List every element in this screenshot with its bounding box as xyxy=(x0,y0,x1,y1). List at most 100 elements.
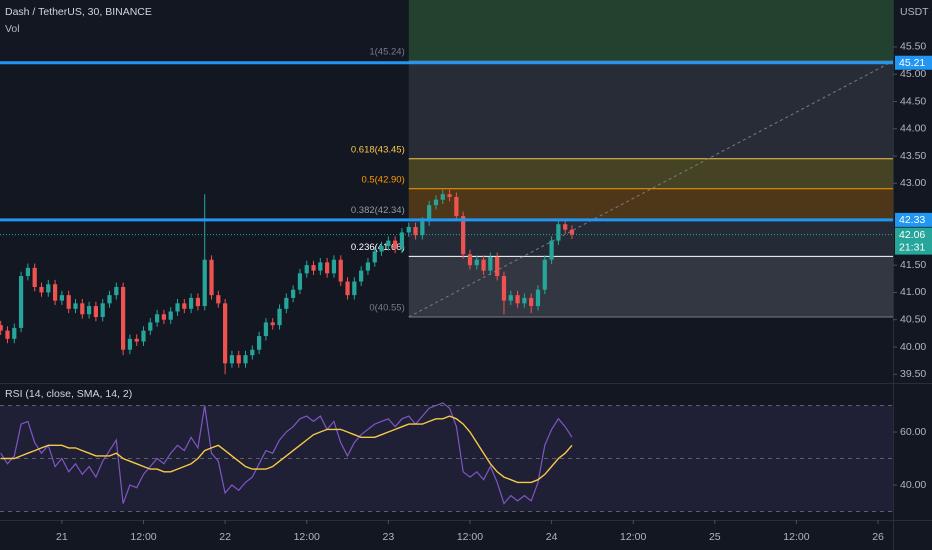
price-label: 45.21 xyxy=(899,57,925,69)
candle-body xyxy=(134,338,139,342)
candle-body xyxy=(556,224,561,241)
candle-body xyxy=(107,295,112,304)
fib-label: 0.382(42.34) xyxy=(351,205,405,216)
candle-body xyxy=(100,303,105,317)
candle-body xyxy=(522,297,527,304)
candle-body xyxy=(515,295,520,304)
price-label: 42.33 xyxy=(899,214,925,226)
fib-zone xyxy=(408,158,893,189)
candle-body xyxy=(86,306,92,315)
candle-body xyxy=(413,226,418,236)
x-tick-label: 12:00 xyxy=(130,531,156,543)
candle-body xyxy=(569,229,575,235)
x-tick-label: 12:00 xyxy=(294,531,320,543)
candle-body xyxy=(501,276,507,301)
candle-body xyxy=(66,295,71,309)
fib-zone xyxy=(408,0,893,62)
candle-body xyxy=(542,259,547,290)
candle-body xyxy=(481,259,486,271)
candle-body xyxy=(229,355,235,364)
currency-label: USDT xyxy=(900,6,929,18)
fib-label: 0(40.55) xyxy=(369,302,404,313)
x-tick-label: 25 xyxy=(709,531,721,543)
y-tick-label: 39.50 xyxy=(900,368,926,380)
candle-body xyxy=(73,303,78,309)
candle-body xyxy=(331,259,337,274)
y-tick-label: 40.50 xyxy=(900,313,926,325)
candle-body xyxy=(311,265,316,271)
candle-body xyxy=(120,286,126,350)
candle-body xyxy=(175,303,180,312)
candle-body xyxy=(39,286,44,293)
candle-body xyxy=(284,297,289,309)
candle-body xyxy=(495,256,500,277)
fib-label: 0.236(41.66) xyxy=(351,242,405,253)
candle-body xyxy=(161,314,167,320)
rsi-sma-line xyxy=(0,415,573,484)
candle-body xyxy=(168,311,173,320)
candle-body xyxy=(474,259,479,266)
candle-body xyxy=(399,232,405,249)
fib-trend-line xyxy=(408,60,894,318)
y-tick-label: 60.00 xyxy=(900,426,926,438)
candle-body xyxy=(209,259,214,296)
y-tick-label: 43.50 xyxy=(900,150,926,162)
candle-body xyxy=(427,205,432,222)
candle-body xyxy=(291,289,296,298)
candle-body xyxy=(270,322,275,326)
fib-zone xyxy=(408,219,893,257)
candle-body xyxy=(420,221,425,236)
candle-body xyxy=(59,295,64,301)
y-tick-label: 41.00 xyxy=(900,286,926,298)
candle-body xyxy=(549,240,554,260)
candle-body xyxy=(508,295,513,301)
candle-body xyxy=(127,338,133,350)
fib-zone xyxy=(408,188,893,220)
candle-body xyxy=(202,259,207,307)
candle-body xyxy=(243,355,248,364)
candle-body xyxy=(182,303,187,309)
rsi-title: RSI (14, close, SMA, 14, 2) xyxy=(5,388,132,400)
y-tick-label: 40.00 xyxy=(900,341,926,353)
x-tick-label: 24 xyxy=(546,531,558,543)
price-label-box xyxy=(895,55,932,70)
candle-body xyxy=(393,240,398,249)
candle-body xyxy=(352,281,357,296)
price-label: 42.06 xyxy=(899,229,925,241)
candle-body xyxy=(12,327,17,339)
candle-body xyxy=(529,297,534,307)
candle-body xyxy=(535,289,541,307)
candle-body xyxy=(461,216,466,255)
candle-body xyxy=(372,251,377,263)
candle-body xyxy=(250,349,255,356)
candle-body xyxy=(359,270,364,282)
candle-body xyxy=(365,262,371,271)
candle-body xyxy=(454,196,459,217)
candle-body xyxy=(52,284,58,301)
fib-zone xyxy=(408,61,893,159)
candle-body xyxy=(195,297,201,307)
candle-body xyxy=(141,330,146,342)
candle-body xyxy=(297,273,303,290)
y-tick-label: 40.00 xyxy=(900,479,926,491)
candle-body xyxy=(488,256,493,271)
candle-body xyxy=(25,267,30,277)
y-tick-label: 45.00 xyxy=(900,68,926,80)
x-tick-label: 23 xyxy=(383,531,395,543)
y-tick-label: 44.00 xyxy=(900,123,926,135)
price-label-box xyxy=(895,227,932,255)
candle-body xyxy=(257,336,262,350)
candle-body xyxy=(433,199,439,206)
candle-body xyxy=(325,262,330,274)
candle-body xyxy=(467,254,473,266)
price-label-box xyxy=(895,212,932,227)
rsi-line xyxy=(0,402,573,505)
candle-body xyxy=(406,226,411,233)
candle-body xyxy=(304,265,309,274)
candle-body xyxy=(563,224,568,230)
y-tick-label: 43.00 xyxy=(900,177,926,189)
candle-body xyxy=(318,262,323,271)
candle-body xyxy=(80,303,85,315)
